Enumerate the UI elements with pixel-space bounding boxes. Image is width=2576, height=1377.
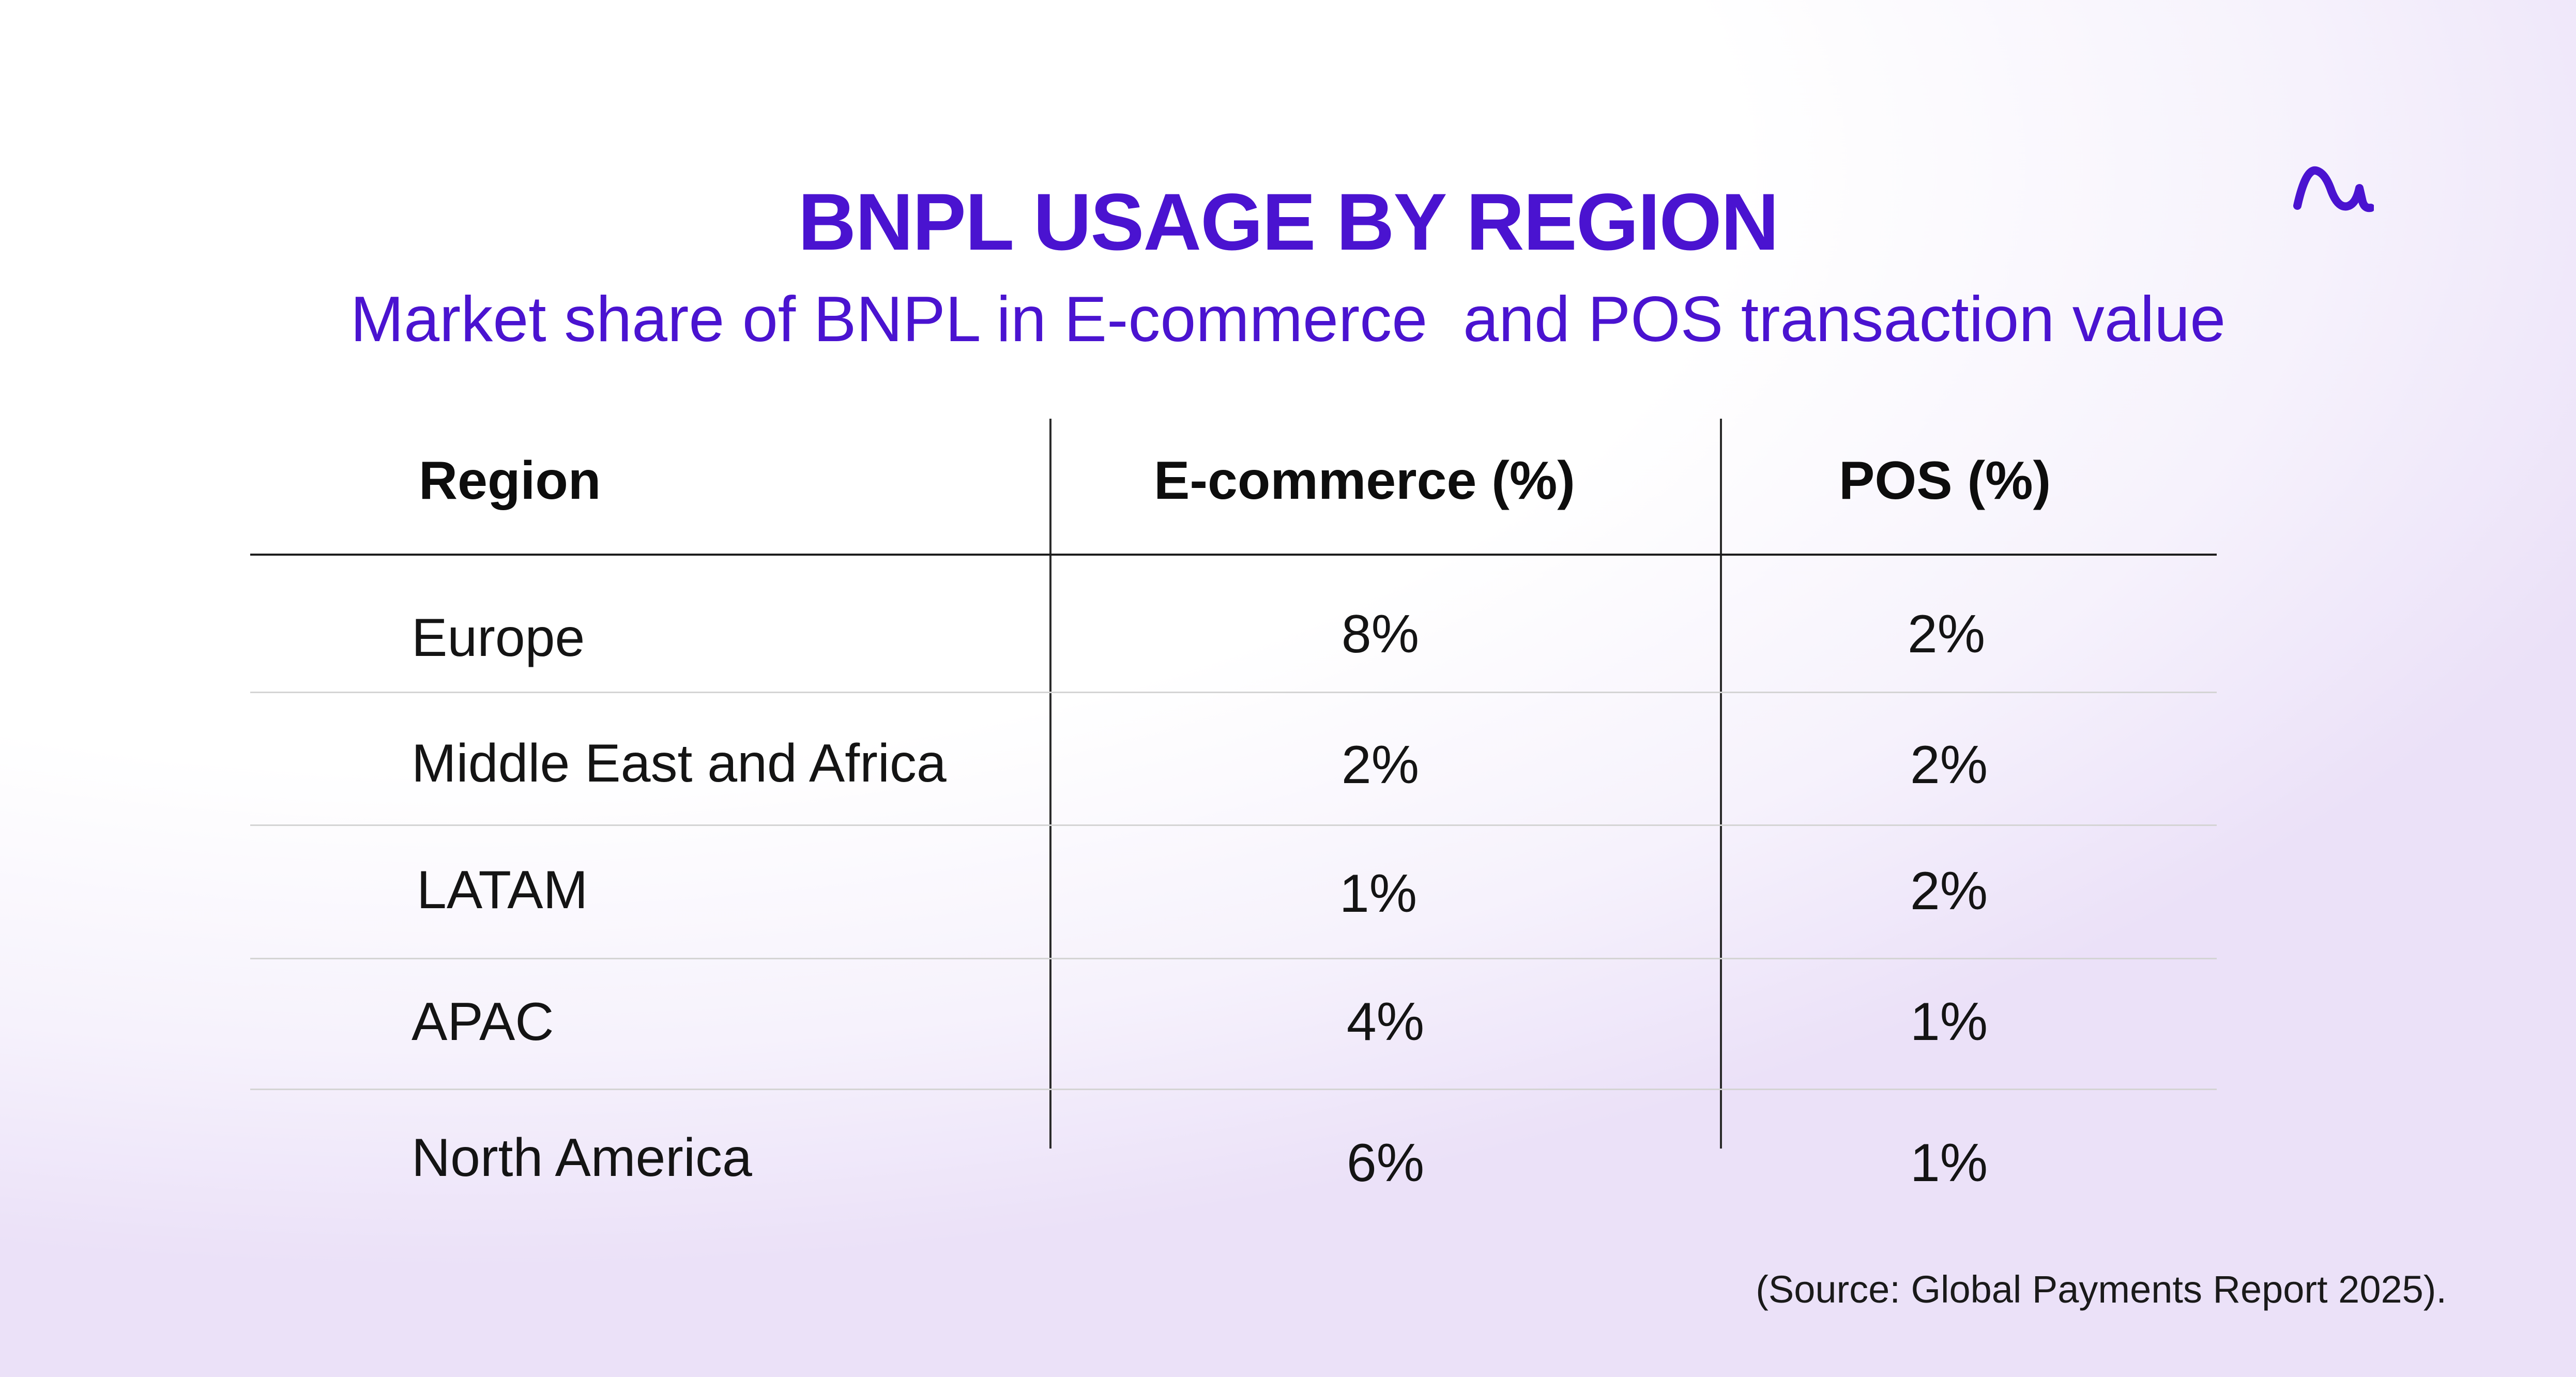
table-cell-region: LATAM [417, 860, 588, 920]
table-cell-ecommerce: 6% [1346, 1133, 1425, 1193]
table-cell-pos: 2% [1910, 735, 1988, 795]
chart-subtitle: Market share of BNPL in E-commerce and P… [350, 284, 2226, 355]
column-header-ecommerce: E-commerce (%) [1154, 451, 1575, 511]
table-cell-region: North America [411, 1128, 752, 1188]
chart-title: BNPL USAGE BY REGION [798, 177, 1779, 267]
column-header-region: Region [419, 451, 601, 511]
table-cell-region: Europe [411, 608, 585, 668]
column-divider [1049, 419, 1051, 1149]
table-cell-pos: 1% [1910, 1133, 1988, 1193]
table-cell-region: APAC [411, 992, 554, 1052]
row-divider [250, 692, 2217, 693]
table-cell-ecommerce: 2% [1341, 735, 1420, 795]
source-note: (Source: Global Payments Report 2025). [1756, 1268, 2447, 1311]
header-divider [250, 554, 2217, 556]
row-divider [250, 1089, 2217, 1090]
table-cell-ecommerce: 8% [1341, 604, 1420, 664]
table-cell-region: Middle East and Africa [411, 733, 947, 793]
column-header-pos: POS (%) [1839, 451, 2051, 511]
row-divider [250, 958, 2217, 959]
table-cell-pos: 1% [1910, 992, 1988, 1052]
column-divider [1720, 419, 1722, 1149]
row-divider [250, 824, 2217, 826]
table-cell-ecommerce: 1% [1339, 864, 1417, 924]
table-cell-pos: 2% [1910, 861, 1988, 921]
wave-logo-icon [2293, 166, 2374, 212]
table-cell-pos: 2% [1907, 604, 1986, 664]
table-cell-ecommerce: 4% [1346, 992, 1425, 1052]
